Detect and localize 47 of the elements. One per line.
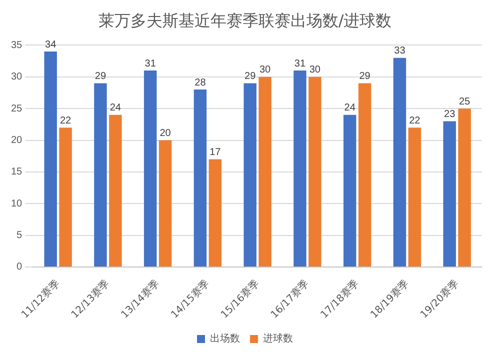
data-label: 24 [110, 102, 122, 114]
data-label: 29 [244, 70, 256, 82]
data-label: 29 [359, 70, 371, 82]
data-label: 30 [259, 64, 272, 76]
data-label: 23 [444, 108, 456, 120]
y-tick-label: 15 [11, 166, 23, 178]
bar [208, 159, 222, 266]
y-tick-label: 10 [11, 198, 23, 210]
data-label: 33 [394, 46, 406, 57]
bar [44, 52, 57, 266]
data-label: 31 [294, 58, 306, 70]
bar [144, 70, 157, 266]
y-tick-label: 0 [16, 262, 23, 273]
bar [94, 83, 107, 266]
legend-label: 进球数 [263, 332, 293, 345]
bar [158, 140, 172, 266]
data-label: 29 [94, 70, 106, 82]
bar [308, 76, 322, 266]
legend-label: 出场数 [210, 332, 240, 345]
bar [393, 58, 406, 266]
data-label: 34 [45, 39, 57, 50]
bar [358, 83, 372, 266]
bar [458, 108, 471, 266]
data-label: 22 [409, 115, 421, 126]
data-label: 30 [309, 64, 321, 76]
y-tick-label: 30 [11, 72, 23, 83]
y-tick-label: 5 [16, 230, 23, 242]
bar [408, 128, 422, 266]
bar [109, 114, 122, 266]
bar [194, 90, 207, 266]
data-label: 25 [458, 96, 471, 108]
y-tick-label: 35 [11, 40, 23, 51]
bar [244, 83, 256, 266]
chart-title: 莱万多夫斯基近年赛季联赛出场数/进球数 [98, 10, 392, 30]
y-tick-label: 25 [11, 103, 23, 114]
data-label: 22 [60, 115, 72, 126]
y-tick-label: 20 [11, 135, 23, 146]
data-label: 20 [160, 128, 172, 140]
data-label: 17 [210, 147, 222, 158]
bar [343, 114, 356, 266]
bar [443, 121, 456, 266]
bar [258, 76, 272, 266]
data-label: 28 [194, 77, 206, 88]
bar [294, 70, 306, 266]
bar [59, 128, 72, 266]
data-label: 31 [144, 58, 156, 70]
data-label: 24 [344, 102, 356, 114]
